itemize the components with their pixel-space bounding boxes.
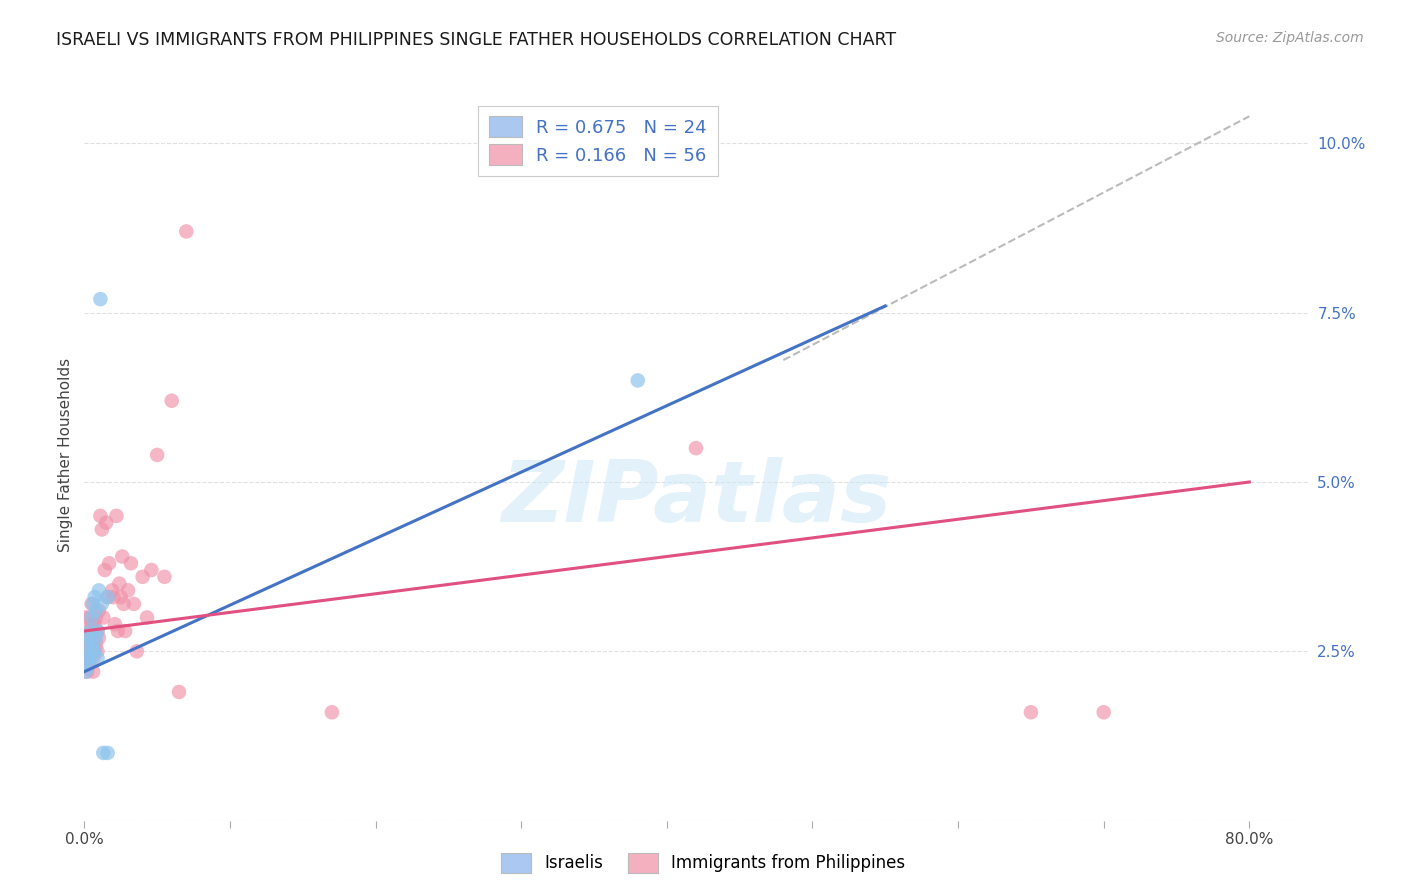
Point bbox=[110, 590, 132, 604]
Point bbox=[104, 617, 127, 632]
Point bbox=[77, 657, 100, 672]
Point bbox=[82, 597, 104, 611]
Point bbox=[122, 597, 145, 611]
Point bbox=[107, 624, 129, 638]
Point bbox=[75, 665, 97, 679]
Point bbox=[77, 631, 100, 645]
Point bbox=[141, 563, 163, 577]
Point bbox=[93, 563, 115, 577]
Point bbox=[83, 617, 105, 632]
Point bbox=[120, 556, 142, 570]
Point bbox=[86, 624, 108, 638]
Point bbox=[79, 610, 101, 624]
Point bbox=[76, 665, 98, 679]
Point bbox=[80, 617, 103, 632]
Point bbox=[627, 373, 650, 387]
Point bbox=[76, 638, 98, 652]
Legend: Israelis, Immigrants from Philippines: Israelis, Immigrants from Philippines bbox=[494, 847, 912, 880]
Point bbox=[136, 610, 159, 624]
Point bbox=[80, 597, 103, 611]
Text: ISRAELI VS IMMIGRANTS FROM PHILIPPINES SINGLE FATHER HOUSEHOLDS CORRELATION CHAR: ISRAELI VS IMMIGRANTS FROM PHILIPPINES S… bbox=[56, 31, 897, 49]
Point bbox=[82, 638, 104, 652]
Point bbox=[75, 644, 97, 658]
Point bbox=[89, 508, 111, 523]
Point bbox=[76, 631, 98, 645]
Point bbox=[153, 570, 176, 584]
Text: Source: ZipAtlas.com: Source: ZipAtlas.com bbox=[1216, 31, 1364, 45]
Point bbox=[105, 508, 128, 523]
Point bbox=[84, 604, 107, 618]
Point bbox=[96, 516, 118, 530]
Point bbox=[108, 576, 131, 591]
Point bbox=[77, 624, 100, 638]
Point bbox=[87, 604, 110, 618]
Point bbox=[86, 644, 108, 658]
Y-axis label: Single Father Households: Single Father Households bbox=[58, 358, 73, 552]
Point bbox=[79, 651, 101, 665]
Point bbox=[174, 224, 197, 238]
Point bbox=[75, 610, 97, 624]
Point bbox=[83, 590, 105, 604]
Point bbox=[89, 292, 111, 306]
Point bbox=[82, 624, 104, 638]
Point bbox=[125, 644, 148, 658]
Point bbox=[114, 624, 136, 638]
Point bbox=[91, 610, 114, 624]
Point bbox=[76, 651, 98, 665]
Point bbox=[1092, 706, 1115, 720]
Point bbox=[86, 651, 108, 665]
Point bbox=[79, 638, 101, 652]
Point bbox=[98, 556, 121, 570]
Point bbox=[84, 638, 107, 652]
Legend: R = 0.675   N = 24, R = 0.166   N = 56: R = 0.675 N = 24, R = 0.166 N = 56 bbox=[478, 105, 717, 176]
Point bbox=[77, 651, 100, 665]
Point bbox=[97, 746, 120, 760]
Point bbox=[90, 523, 112, 537]
Point bbox=[79, 624, 101, 638]
Point bbox=[117, 583, 139, 598]
Point bbox=[87, 583, 110, 598]
Point bbox=[103, 590, 125, 604]
Point bbox=[321, 706, 343, 720]
Point bbox=[80, 644, 103, 658]
Point bbox=[82, 665, 104, 679]
Point bbox=[685, 441, 707, 455]
Point bbox=[87, 631, 110, 645]
Point bbox=[111, 549, 134, 564]
Point bbox=[84, 631, 107, 645]
Point bbox=[91, 746, 114, 760]
Point bbox=[84, 610, 107, 624]
Text: ZIPatlas: ZIPatlas bbox=[501, 458, 891, 541]
Point bbox=[146, 448, 169, 462]
Point bbox=[80, 644, 103, 658]
Point bbox=[86, 624, 108, 638]
Point bbox=[160, 393, 183, 408]
Point bbox=[83, 644, 105, 658]
Point bbox=[101, 583, 124, 598]
Point bbox=[1019, 706, 1042, 720]
Point bbox=[90, 597, 112, 611]
Point bbox=[97, 590, 120, 604]
Point bbox=[97, 590, 120, 604]
Point bbox=[80, 610, 103, 624]
Point bbox=[131, 570, 153, 584]
Point bbox=[82, 651, 104, 665]
Point bbox=[167, 685, 190, 699]
Point bbox=[112, 597, 135, 611]
Point bbox=[77, 657, 100, 672]
Point bbox=[83, 644, 105, 658]
